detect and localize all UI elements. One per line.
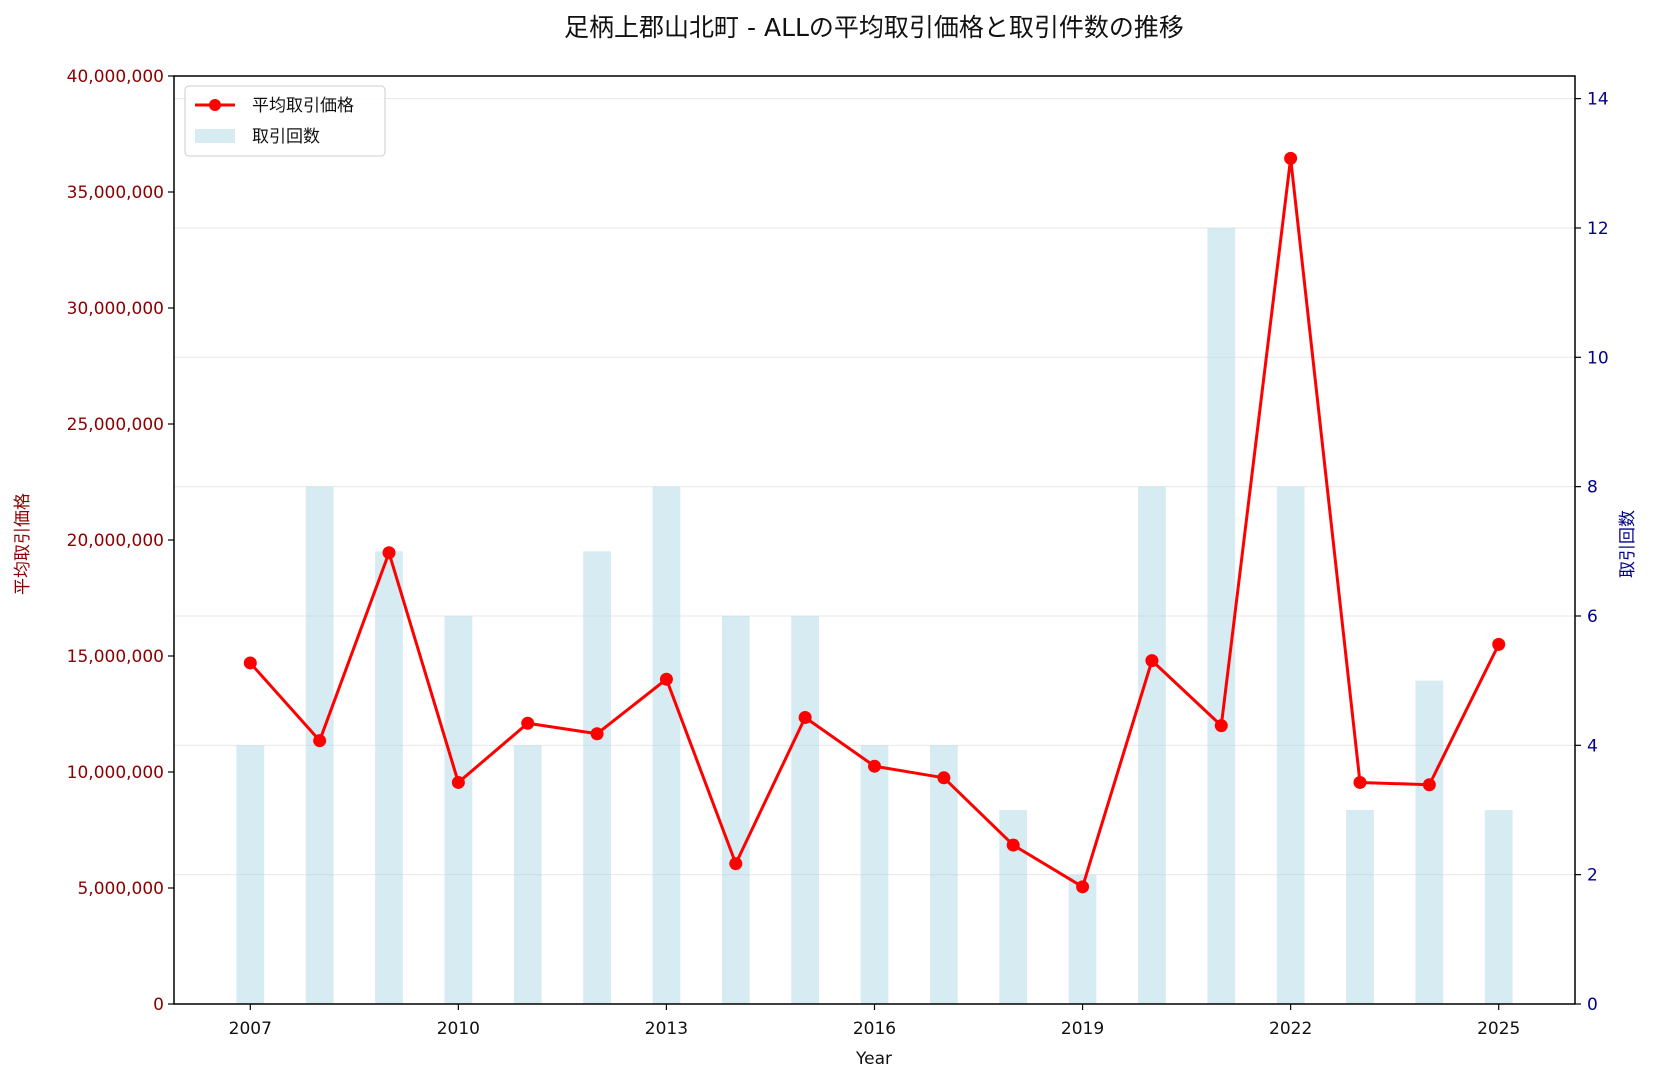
point-2022 [1284, 151, 1298, 165]
tick-label-right: 6 [1587, 607, 1598, 627]
bar-2025 [1484, 809, 1513, 1004]
tick-label-right: 12 [1587, 219, 1609, 239]
chart-title: 足柄上郡山北町 - ALLの平均取引価格と取引件数の推移 [564, 13, 1184, 42]
legend: 平均取引価格 取引回数 [184, 85, 386, 157]
tick-label-x: 2022 [1269, 1019, 1312, 1039]
tick-label-right: 10 [1587, 348, 1609, 368]
point-2007 [243, 656, 257, 670]
bar-2016 [860, 745, 889, 1004]
point-2012 [590, 727, 604, 741]
tick-label-left: 20,000,000 [67, 531, 164, 551]
tick-label-x: 2016 [853, 1019, 896, 1039]
tick-label-x: 2025 [1477, 1019, 1520, 1039]
point-2023 [1353, 775, 1367, 789]
tick-label-left: 0 [153, 995, 164, 1015]
point-2013 [659, 672, 673, 686]
tick-label-left: 10,000,000 [67, 763, 164, 783]
tick-label-right: 14 [1587, 90, 1609, 110]
point-2010 [451, 775, 465, 789]
point-2021 [1214, 719, 1228, 733]
point-2025 [1492, 637, 1506, 651]
point-2018 [1006, 838, 1020, 852]
tick-label-x: 2007 [229, 1019, 272, 1039]
bar-2015 [791, 615, 820, 1004]
bar-series [236, 227, 1513, 1005]
point-2020 [1145, 654, 1159, 668]
bar-2013 [652, 486, 681, 1004]
line-series [243, 151, 1506, 894]
bar-2007 [236, 745, 265, 1004]
tick-label-x: 2010 [437, 1019, 480, 1039]
bar-2023 [1346, 809, 1374, 1004]
tick-label-left: 35,000,000 [67, 183, 164, 203]
x-axis-label: Year [855, 1049, 892, 1069]
point-2009 [382, 546, 396, 560]
bar-2011 [513, 745, 542, 1004]
tick-label-left: 15,000,000 [67, 647, 164, 667]
bar-2009 [375, 551, 403, 1004]
tick-label-right: 4 [1587, 736, 1598, 756]
bar-2010 [444, 615, 473, 1004]
legend-label-price: 平均取引価格 [252, 96, 354, 116]
tick-label-left: 40,000,000 [67, 67, 164, 87]
point-2019 [1076, 880, 1090, 894]
tick-label-left: 25,000,000 [67, 415, 164, 435]
bar-2014 [721, 615, 750, 1004]
tick-label-x: 2019 [1061, 1019, 1104, 1039]
tick-labels: 0 5,000,000 10,000,000 15,000,000 20,000,000… [67, 67, 1609, 1039]
bar-2020 [1138, 486, 1166, 1004]
y-axis-label-left: 平均取引価格 [13, 493, 33, 595]
legend-label-count: 取引回数 [252, 127, 320, 147]
tick-label-right: 8 [1587, 478, 1598, 498]
bar-2012 [583, 551, 611, 1004]
point-2008 [313, 734, 327, 748]
tick-label-right: 0 [1587, 995, 1598, 1015]
legend-marker-swatch [209, 99, 221, 111]
bar-2021 [1207, 227, 1236, 1005]
legend-bar-swatch [195, 129, 235, 143]
tick-label-x: 2013 [645, 1019, 688, 1039]
bar-2024 [1415, 680, 1444, 1004]
point-2024 [1422, 778, 1436, 792]
bar-2019 [1068, 874, 1097, 1004]
point-2014 [729, 857, 743, 871]
tick-label-left: 5,000,000 [77, 879, 164, 899]
point-2011 [521, 716, 535, 730]
y-axis-label-right: 取引回数 [1618, 510, 1638, 578]
bar-2022 [1276, 486, 1305, 1004]
tick-label-left: 30,000,000 [67, 299, 164, 319]
tick-label-right: 2 [1587, 866, 1598, 886]
point-2017 [937, 771, 951, 785]
point-2016 [868, 759, 881, 773]
point-2015 [798, 710, 812, 724]
